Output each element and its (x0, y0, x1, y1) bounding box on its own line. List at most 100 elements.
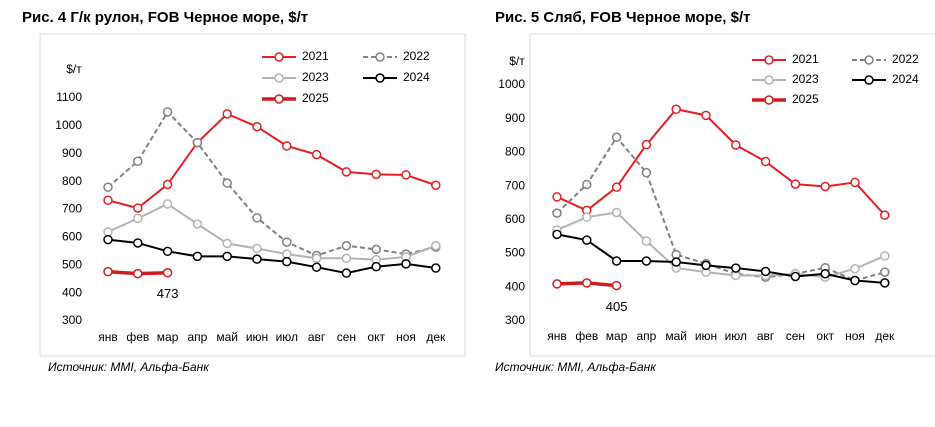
legend-marker (274, 52, 284, 62)
legend-marker (764, 75, 774, 85)
legend-label: 2023 (302, 70, 329, 84)
data-point (731, 263, 741, 273)
data-point (311, 149, 322, 160)
data-point (371, 261, 381, 272)
data-point (582, 179, 592, 190)
data-point (611, 280, 622, 291)
legend-label: 2023 (792, 72, 819, 86)
data-point (582, 278, 592, 288)
data-point (611, 132, 622, 143)
x-tick-label: май (216, 330, 238, 344)
data-point (341, 268, 352, 278)
y-tick-label: 300 (505, 313, 525, 327)
data-point (820, 181, 830, 192)
data-point (222, 109, 232, 119)
data-point (552, 229, 562, 240)
x-tick-label: ноя (396, 330, 416, 344)
x-tick-label: янв (98, 330, 118, 344)
y-tick-label: 400 (505, 279, 525, 293)
y-tick-label: 800 (62, 174, 82, 188)
data-point (671, 257, 681, 267)
data-point (282, 256, 292, 267)
data-label: 405 (606, 299, 628, 314)
series-line (107, 202, 437, 261)
legend-marker (864, 75, 874, 85)
data-label: 473 (157, 286, 179, 301)
data-point (162, 199, 173, 209)
data-point (282, 237, 292, 247)
data-point (252, 254, 262, 264)
data-point (850, 263, 860, 274)
series-line (107, 238, 436, 275)
data-point (552, 208, 562, 218)
y-tick-label: 900 (62, 146, 82, 160)
legend-label: 2021 (792, 52, 819, 66)
y-tick-label: 900 (505, 111, 525, 125)
legend-marker (375, 52, 385, 62)
data-point (133, 156, 143, 167)
source: Источник: MMI, Альфа-Банк (495, 360, 657, 374)
data-point (341, 253, 352, 264)
y-tick-label: 700 (505, 178, 525, 192)
x-tick-label: авг (757, 329, 775, 343)
data-point (371, 169, 381, 180)
data-point (850, 177, 860, 188)
data-point (162, 107, 173, 117)
data-point (282, 141, 292, 151)
legend-marker (375, 73, 385, 83)
data-point (820, 269, 830, 279)
data-point (582, 212, 592, 222)
data-point (103, 266, 113, 277)
x-tick-label: дек (426, 330, 446, 344)
x-tick-label: сен (337, 330, 356, 344)
y-axis-label: $/т (66, 62, 82, 76)
x-tick-label: июл (725, 329, 747, 343)
data-point (880, 267, 890, 277)
data-point (252, 243, 262, 254)
x-tick-label: июл (276, 330, 298, 344)
legend-label: 2024 (403, 70, 430, 84)
data-point (760, 266, 771, 277)
legend-marker (274, 73, 284, 83)
y-tick-label: 600 (62, 230, 82, 244)
y-tick-label: 400 (62, 285, 82, 299)
data-point (103, 195, 113, 206)
data-point (252, 213, 262, 223)
data-point (431, 180, 441, 190)
data-point (431, 263, 441, 273)
y-tick-label: 300 (62, 313, 82, 327)
data-point (701, 110, 711, 121)
legend-marker (864, 55, 874, 65)
y-tick-label: 1000 (498, 77, 525, 91)
data-point (252, 121, 262, 132)
y-tick-label: 1000 (55, 118, 82, 132)
legend-label: 2025 (302, 91, 329, 105)
legend-label: 2025 (792, 92, 819, 106)
x-tick-label: дек (875, 329, 895, 343)
x-tick-label: мар (157, 330, 179, 344)
data-point (611, 207, 622, 218)
data-point (671, 104, 681, 115)
series-line (556, 135, 886, 282)
legend-marker (764, 55, 774, 65)
data-point (850, 275, 860, 286)
x-tick-label: ноя (845, 329, 865, 343)
y-tick-label: 500 (505, 246, 525, 260)
data-point (341, 240, 352, 251)
data-point (311, 253, 322, 264)
data-point (133, 203, 143, 213)
data-point (371, 244, 381, 255)
data-point (880, 210, 890, 220)
data-point (162, 268, 173, 278)
data-point (880, 251, 890, 261)
x-tick-label: окт (367, 330, 385, 344)
data-point (222, 238, 232, 249)
x-tick-label: сен (786, 329, 805, 343)
series-line (556, 233, 885, 284)
data-point (431, 240, 441, 251)
y-tick-label: 600 (505, 212, 525, 226)
data-point (192, 137, 203, 148)
data-point (133, 268, 143, 279)
series-line (107, 110, 437, 257)
